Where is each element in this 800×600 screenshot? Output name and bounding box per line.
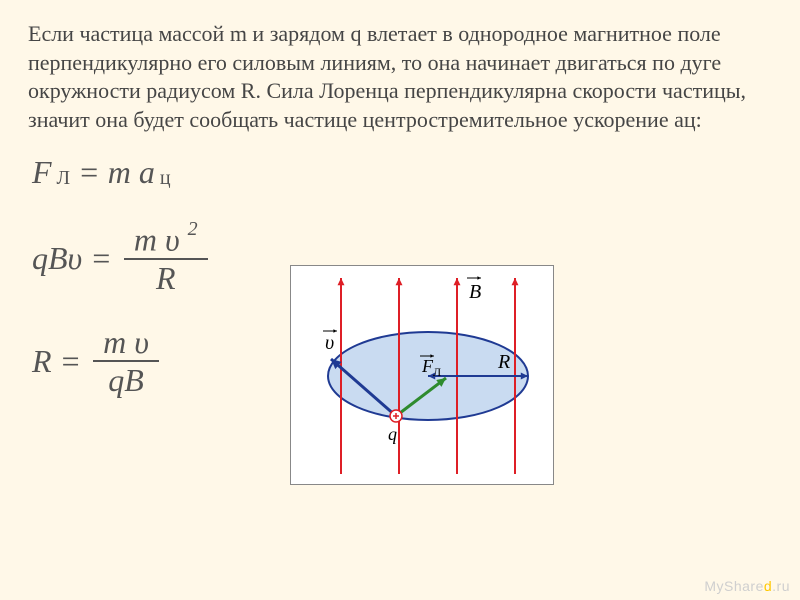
physics-diagram: RFЛυqB <box>290 265 554 485</box>
f2-eq: = <box>90 240 112 277</box>
f2-lhs: qBυ <box>32 240 82 277</box>
body-paragraph: Если частица массой m и зарядом q влетае… <box>28 20 772 134</box>
f2-num: m υ 2 <box>124 223 208 260</box>
f3-eq: = <box>60 343 82 380</box>
f1-m: m <box>108 154 131 191</box>
f2-num-v: υ <box>157 222 188 258</box>
f2-den: R <box>156 260 176 294</box>
f2-fraction: m υ 2 R <box>124 223 208 294</box>
f2-num-exp: 2 <box>188 218 198 240</box>
svg-text:υ: υ <box>325 332 334 354</box>
svg-text:q: q <box>388 424 397 444</box>
watermark: MyShared.ru <box>704 578 790 594</box>
f1-a: a <box>139 154 155 191</box>
svg-text:B: B <box>469 281 481 303</box>
f3-fraction: m υ qB <box>93 326 159 396</box>
f2-num-m: m <box>134 222 157 258</box>
f3-den: qB <box>108 362 144 396</box>
f1-lhs-var: F <box>32 154 52 191</box>
watermark-suffix: .ru <box>772 578 790 594</box>
f1-eq: = <box>78 154 100 191</box>
f3-num: m υ <box>93 326 159 362</box>
svg-text:Л: Л <box>433 365 441 379</box>
watermark-prefix: MyShare <box>704 578 764 594</box>
diagram-svg: RFЛυqB <box>291 266 551 482</box>
svg-text:R: R <box>497 351 510 373</box>
formula-1: FЛ = maц <box>32 154 772 191</box>
f1-lhs-sub: Л <box>57 167 71 190</box>
f3-lhs: R <box>32 343 52 380</box>
paragraph-text: Если частица массой m и зарядом q влетае… <box>28 21 746 132</box>
f1-a-sub: ц <box>160 167 171 190</box>
watermark-accent: d <box>764 578 772 594</box>
